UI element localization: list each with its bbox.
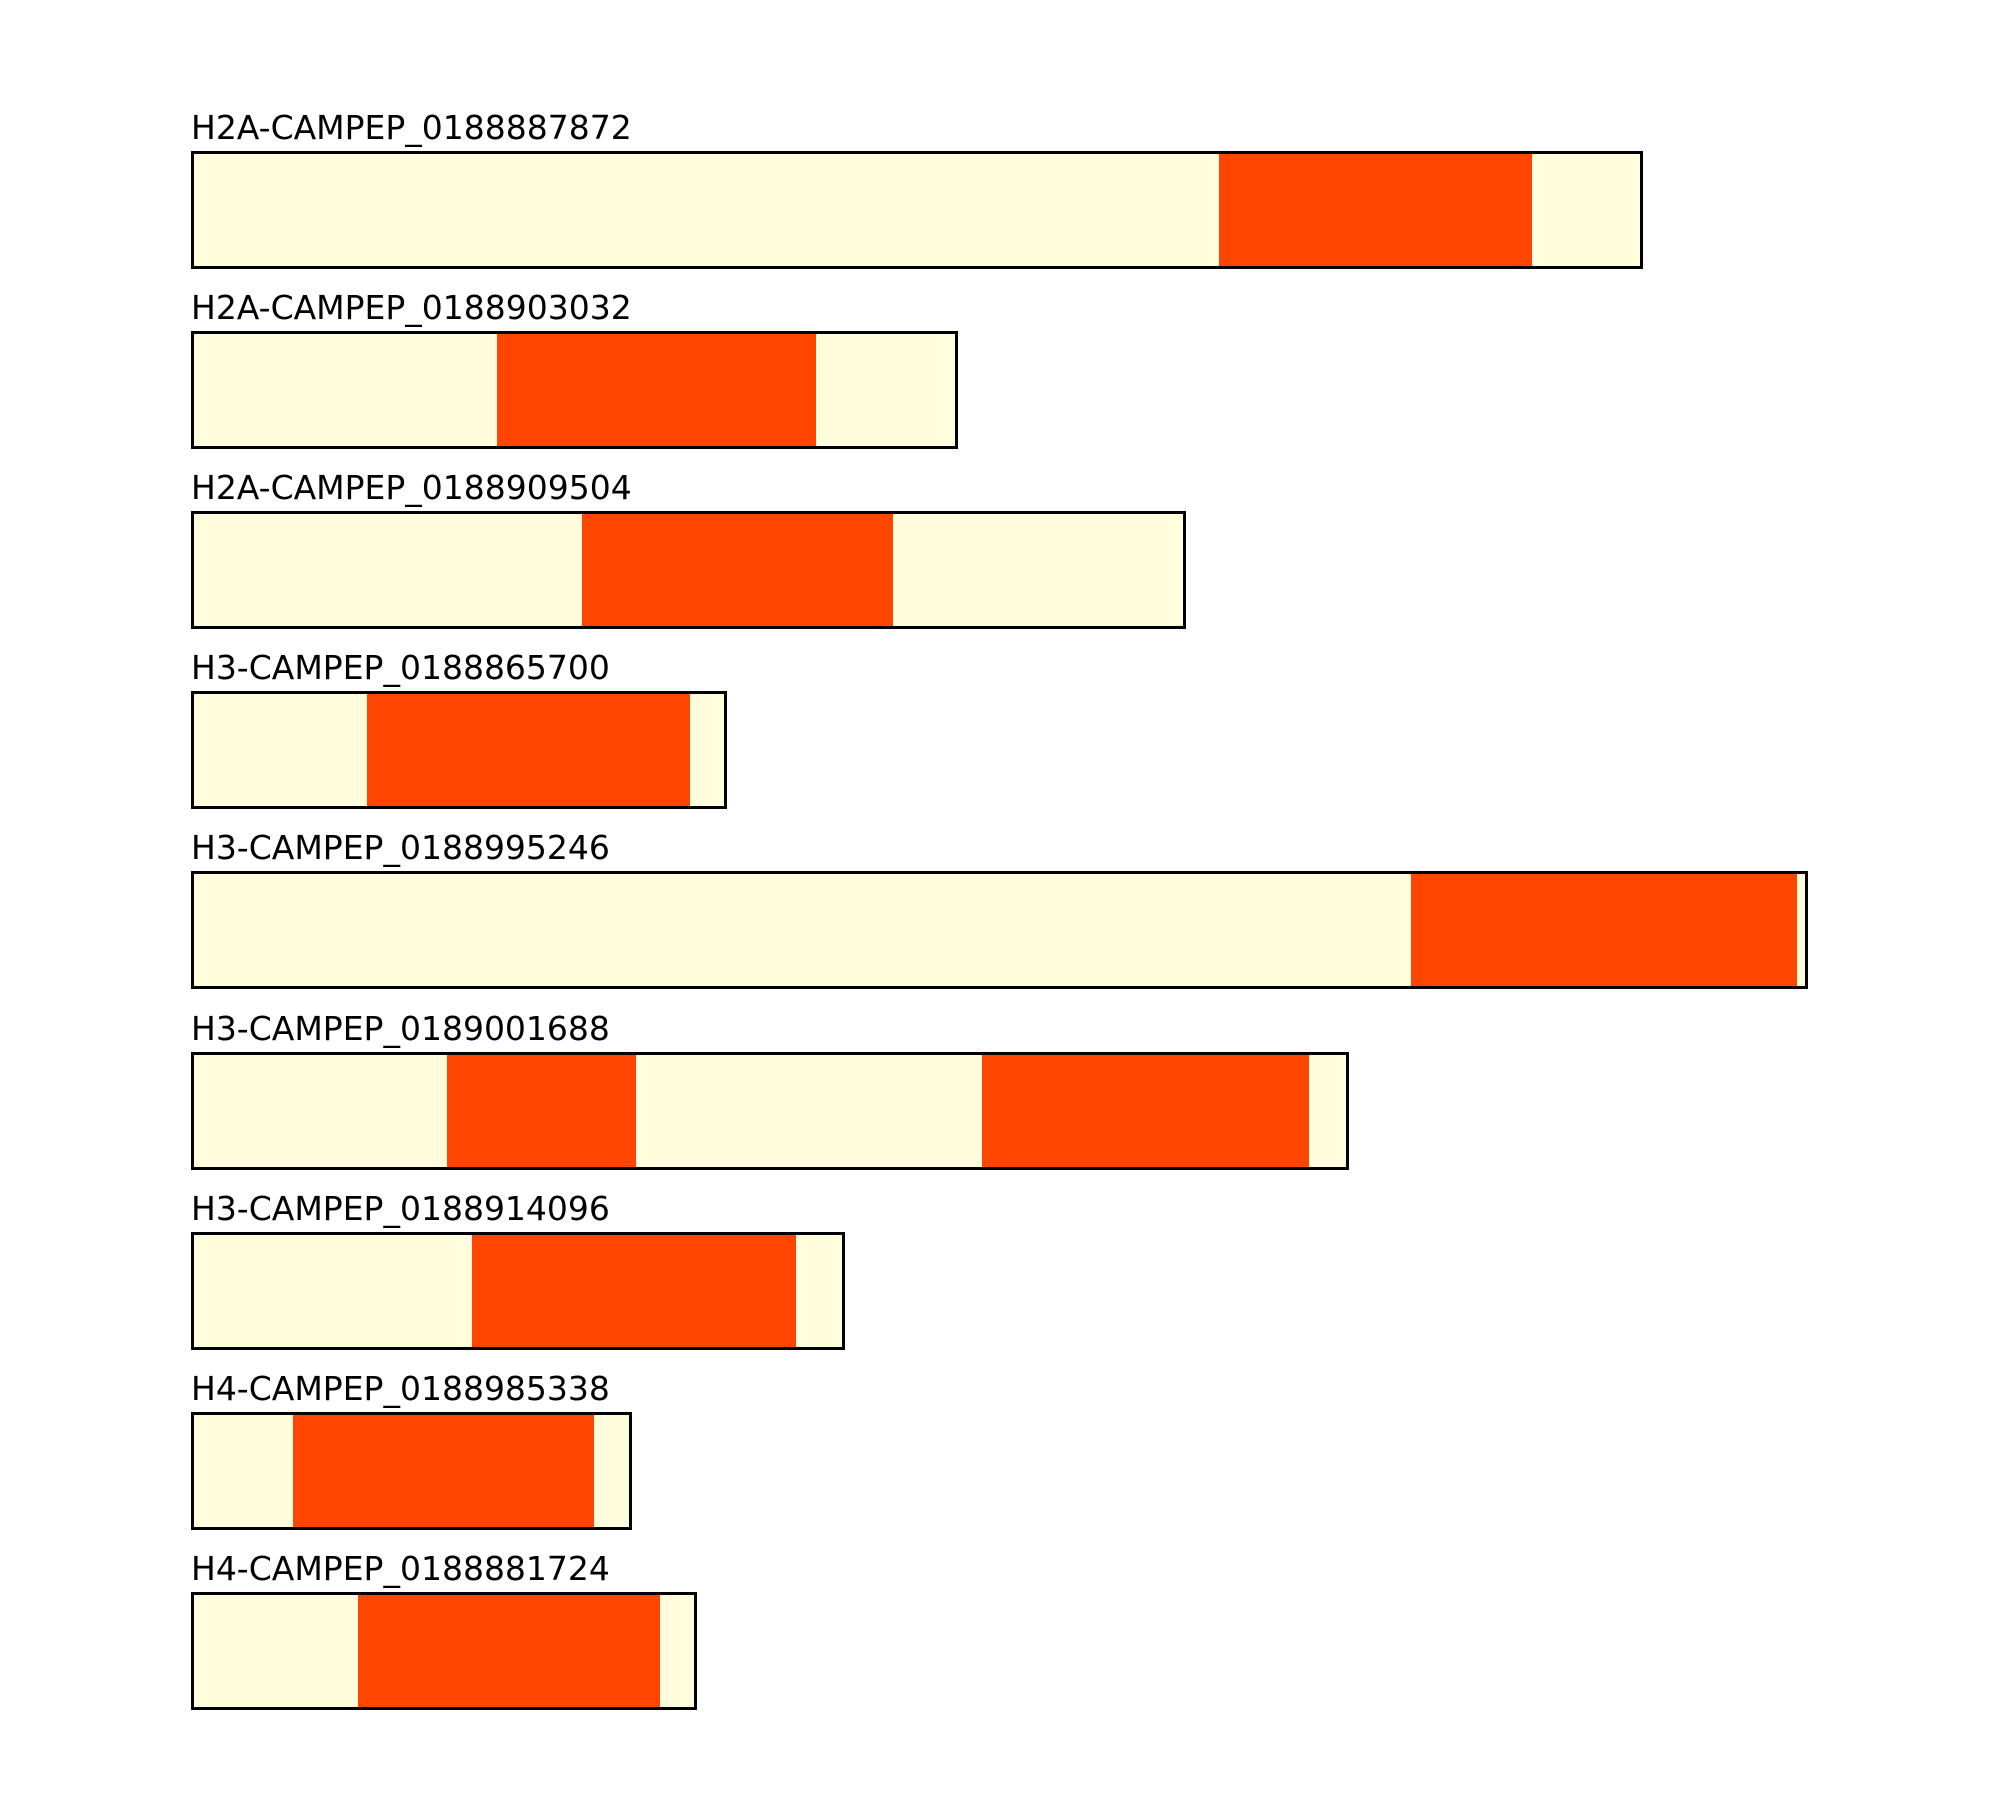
domain-segment (358, 1595, 660, 1707)
sequence-bar (191, 1052, 1349, 1170)
sequence-label: H4-CAMPEP_0188881724 (191, 1549, 610, 1588)
sequence-label: H2A-CAMPEP_0188909504 (191, 468, 632, 507)
sequence-label: H2A-CAMPEP_0188903032 (191, 288, 632, 327)
sequence-label: H3-CAMPEP_0188995246 (191, 828, 610, 867)
domain-segment (472, 1235, 796, 1347)
sequence-label: H2A-CAMPEP_0188887872 (191, 108, 632, 147)
domain-segment (1411, 874, 1797, 986)
domain-segment (497, 334, 816, 446)
sequence-bar (191, 511, 1186, 629)
domain-segment (582, 514, 893, 626)
sequence-bar (191, 1232, 845, 1350)
sequence-label: H3-CAMPEP_0188914096 (191, 1189, 610, 1228)
domain-segment (367, 694, 690, 806)
domain-segment (293, 1415, 594, 1527)
sequence-bar (191, 1412, 632, 1530)
sequence-bar (191, 151, 1643, 269)
sequence-label: H4-CAMPEP_0188985338 (191, 1369, 610, 1408)
domain-segment (1219, 154, 1532, 266)
domain-segment (447, 1055, 636, 1167)
sequence-bar (191, 871, 1808, 989)
sequence-bar (191, 1592, 697, 1710)
sequence-bar (191, 331, 958, 449)
sequence-label: H3-CAMPEP_0189001688 (191, 1009, 610, 1048)
domain-segment (982, 1055, 1309, 1167)
sequence-bar (191, 691, 727, 809)
sequence-label: H3-CAMPEP_0188865700 (191, 648, 610, 687)
